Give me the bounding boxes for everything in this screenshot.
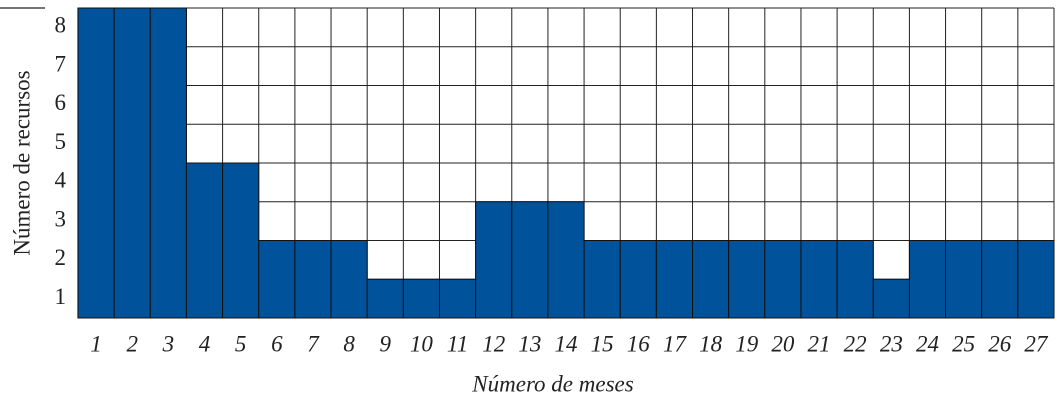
- y-tick-label: 8: [55, 13, 67, 38]
- bar: [945, 240, 983, 319]
- bar: [583, 240, 621, 319]
- bar: [692, 240, 730, 319]
- bar: [655, 240, 694, 319]
- x-tick-label: 22: [844, 331, 867, 356]
- x-tick-label: 23: [880, 331, 903, 356]
- y-tick-label: 7: [55, 51, 67, 76]
- y-tick-label: 2: [55, 245, 67, 270]
- x-tick-label: 4: [199, 331, 211, 356]
- x-tick-label: 5: [235, 331, 247, 356]
- y-tick-label: 1: [55, 284, 67, 309]
- bar: [330, 240, 368, 319]
- bar: [872, 278, 910, 319]
- x-tick-label: 7: [307, 331, 320, 356]
- bar: [294, 240, 332, 319]
- x-tick-label: 16: [627, 331, 651, 356]
- x-tick-label: 13: [518, 331, 541, 356]
- bar: [764, 240, 802, 319]
- bar: [836, 240, 874, 319]
- bar: [113, 7, 151, 319]
- x-tick-label: 20: [771, 331, 795, 356]
- x-tick-label: 2: [126, 331, 138, 356]
- y-tick-label: 6: [55, 90, 67, 115]
- x-tick-label: 26: [988, 331, 1012, 356]
- bar: [547, 201, 585, 319]
- y-tick-label: 3: [55, 206, 67, 231]
- bar: [728, 240, 766, 319]
- bar: [619, 240, 657, 319]
- x-tick-label: 1: [90, 331, 102, 356]
- x-tick-label: 24: [916, 331, 939, 356]
- x-tick-label: 8: [343, 331, 355, 356]
- bar: [366, 278, 404, 319]
- x-tick-label: 15: [591, 331, 614, 356]
- bar: [511, 201, 549, 319]
- bar: [402, 278, 440, 319]
- y-tick-label: 5: [55, 129, 67, 154]
- bar: [475, 201, 513, 319]
- x-tick-label: 25: [952, 331, 975, 356]
- x-tick-label: 6: [271, 331, 283, 356]
- x-tick-label: 18: [699, 331, 723, 356]
- bar: [258, 240, 296, 319]
- x-tick-label: 9: [380, 331, 392, 356]
- x-tick-label: 21: [808, 331, 831, 356]
- x-tick-label: 11: [447, 331, 468, 356]
- bar: [1017, 240, 1055, 319]
- bar: [77, 7, 115, 319]
- bar: [800, 240, 838, 319]
- x-tick-label: 17: [663, 331, 688, 356]
- x-tick-label: 3: [162, 331, 175, 356]
- x-tick-label: 10: [410, 331, 434, 356]
- x-tick-label: 14: [555, 331, 578, 356]
- bar: [185, 162, 224, 319]
- y-tick-label: 4: [55, 168, 67, 193]
- bar: [149, 7, 187, 319]
- y-axis-label: Número de recursos: [9, 70, 34, 255]
- x-tick-label: 12: [482, 331, 505, 356]
- x-tick-label: 27: [1024, 331, 1049, 356]
- bar: [222, 162, 260, 319]
- bar: [908, 240, 947, 319]
- bar: [981, 240, 1019, 319]
- x-tick-label: 19: [735, 331, 759, 356]
- bar: [438, 278, 477, 319]
- x-axis-label: Número de meses: [471, 371, 633, 396]
